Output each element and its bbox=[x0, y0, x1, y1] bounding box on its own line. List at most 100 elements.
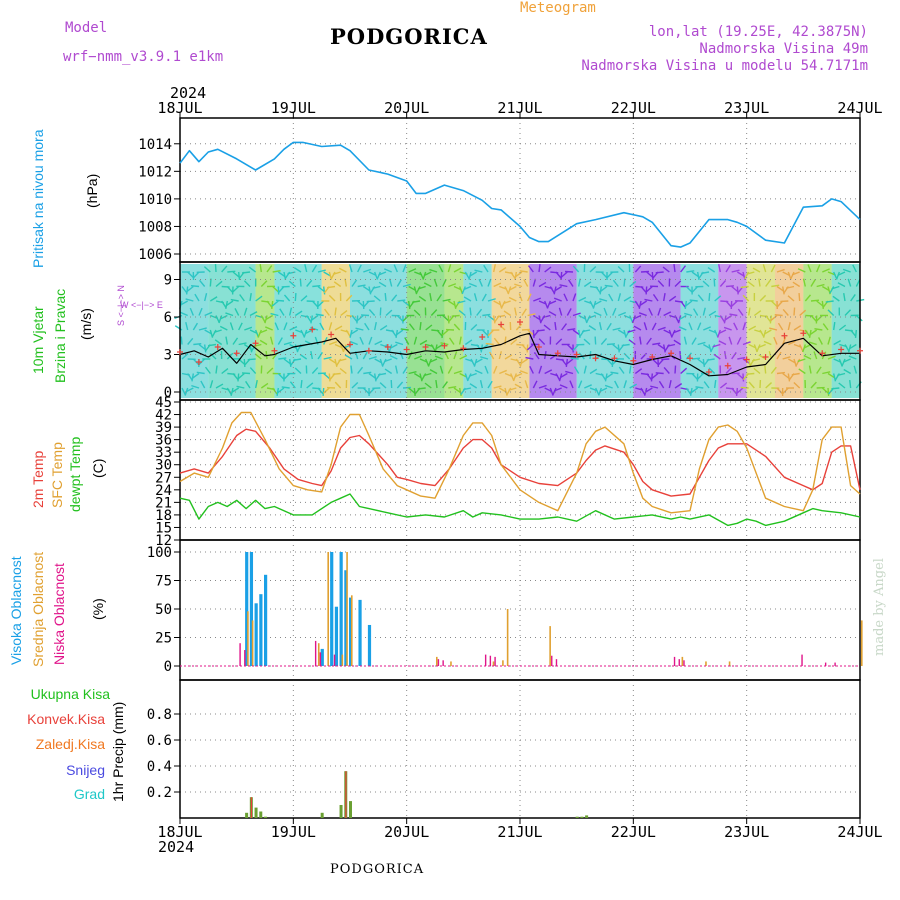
bar-visoka-oblacnost bbox=[367, 624, 372, 666]
wind-barb bbox=[514, 383, 523, 389]
wind-barb bbox=[492, 264, 497, 273]
wind-barb bbox=[758, 354, 767, 360]
wind-barb bbox=[423, 372, 432, 377]
wind-barb bbox=[610, 371, 619, 375]
wind-barb bbox=[393, 264, 398, 273]
panel-0 bbox=[174, 117, 861, 263]
wind-barb bbox=[310, 351, 314, 360]
wind-barb bbox=[181, 353, 189, 360]
gust-marker bbox=[252, 340, 259, 347]
wind-barb bbox=[725, 285, 735, 288]
y-tick-label: 21 bbox=[155, 495, 172, 511]
wind-barb bbox=[221, 368, 229, 375]
wind-barb bbox=[718, 340, 727, 346]
wind-barb bbox=[618, 366, 625, 374]
gust-marker bbox=[743, 356, 750, 363]
wind-barb bbox=[606, 343, 616, 346]
wind-barb bbox=[555, 338, 563, 345]
wind-barb bbox=[484, 365, 489, 374]
wind-barb bbox=[442, 314, 450, 322]
wind-barb bbox=[185, 298, 194, 302]
bar-niska-oblacnost bbox=[244, 650, 246, 666]
wind-barb bbox=[827, 387, 830, 397]
wind-barb bbox=[657, 307, 662, 316]
gust-marker bbox=[649, 354, 656, 360]
wind-barb bbox=[598, 322, 603, 331]
wind-barb bbox=[481, 329, 489, 337]
wind-barb bbox=[742, 341, 751, 346]
wind-barb bbox=[600, 285, 608, 292]
y-tick-label: 12 bbox=[155, 533, 172, 549]
wind-barb bbox=[243, 343, 252, 350]
wind-barb bbox=[442, 298, 451, 302]
wind-barb bbox=[277, 387, 285, 394]
wind-barb bbox=[259, 263, 263, 273]
x-tick-label-top: 20JUL bbox=[384, 99, 429, 117]
wind-barb bbox=[747, 307, 751, 316]
wind-barb bbox=[762, 264, 767, 273]
wind-barb bbox=[469, 271, 478, 277]
wind-barb bbox=[633, 325, 642, 331]
wind-barb bbox=[552, 387, 557, 396]
wind-barb bbox=[362, 285, 371, 292]
wind-barb bbox=[821, 387, 829, 394]
wind-barb bbox=[719, 382, 728, 389]
wind-barb bbox=[306, 382, 314, 389]
wind-barb bbox=[585, 315, 591, 324]
bar-niska-oblacnost bbox=[239, 643, 241, 666]
wind-barb bbox=[770, 264, 776, 273]
wind-barb bbox=[816, 300, 824, 307]
gust-marker bbox=[498, 321, 505, 328]
wind-barb bbox=[359, 336, 364, 345]
wind-barb bbox=[408, 268, 417, 273]
wind-barb bbox=[299, 353, 308, 360]
wind-barb bbox=[203, 344, 207, 353]
wind-barb bbox=[515, 323, 523, 331]
wind-barb bbox=[226, 286, 234, 293]
wind-barb bbox=[265, 314, 274, 321]
wind-barb bbox=[186, 285, 194, 292]
wind-barb bbox=[567, 328, 576, 331]
wind-barb bbox=[776, 387, 784, 395]
wind-barb bbox=[725, 264, 731, 273]
wind-barb bbox=[763, 340, 772, 346]
wind-barb bbox=[415, 286, 421, 294]
wind-barb bbox=[239, 294, 245, 302]
gust-marker bbox=[705, 369, 712, 375]
wind-barb bbox=[221, 300, 227, 309]
wind-barb bbox=[209, 352, 217, 360]
wind-barb bbox=[612, 307, 617, 316]
wind-barb bbox=[497, 314, 506, 318]
wind-barb bbox=[487, 380, 493, 389]
wind-barb bbox=[322, 286, 326, 295]
wind-barb bbox=[502, 300, 511, 305]
wind-barb bbox=[391, 329, 397, 337]
wind-barb bbox=[765, 382, 773, 389]
wind-barb bbox=[373, 373, 377, 382]
wind-barb bbox=[288, 280, 296, 288]
wind-barb bbox=[644, 298, 653, 302]
wind-barb bbox=[466, 373, 472, 382]
wind-barb bbox=[538, 384, 547, 389]
wind-barb bbox=[407, 300, 411, 310]
bar-ukupna-kisa bbox=[264, 816, 267, 818]
wind-barb bbox=[447, 264, 452, 273]
wind-barb bbox=[185, 286, 189, 295]
wind-barb bbox=[572, 329, 580, 336]
wind-barb bbox=[583, 338, 591, 346]
wind-barb bbox=[519, 270, 528, 273]
wind-barb bbox=[275, 299, 285, 302]
wind-barb bbox=[821, 285, 830, 292]
wind-barb bbox=[215, 383, 224, 389]
wind-barb bbox=[271, 300, 279, 307]
y-tick-label: 1012 bbox=[138, 164, 172, 180]
bar-niska-oblacnost bbox=[834, 662, 836, 666]
wind-barb bbox=[793, 307, 796, 316]
wind-barb bbox=[565, 370, 574, 375]
wind-barb bbox=[604, 284, 613, 288]
wind-band bbox=[463, 264, 492, 398]
wind-barb bbox=[572, 265, 580, 273]
bar-ukupna-kisa bbox=[320, 812, 324, 818]
gust-marker bbox=[233, 350, 240, 357]
wind-barb bbox=[300, 379, 303, 389]
